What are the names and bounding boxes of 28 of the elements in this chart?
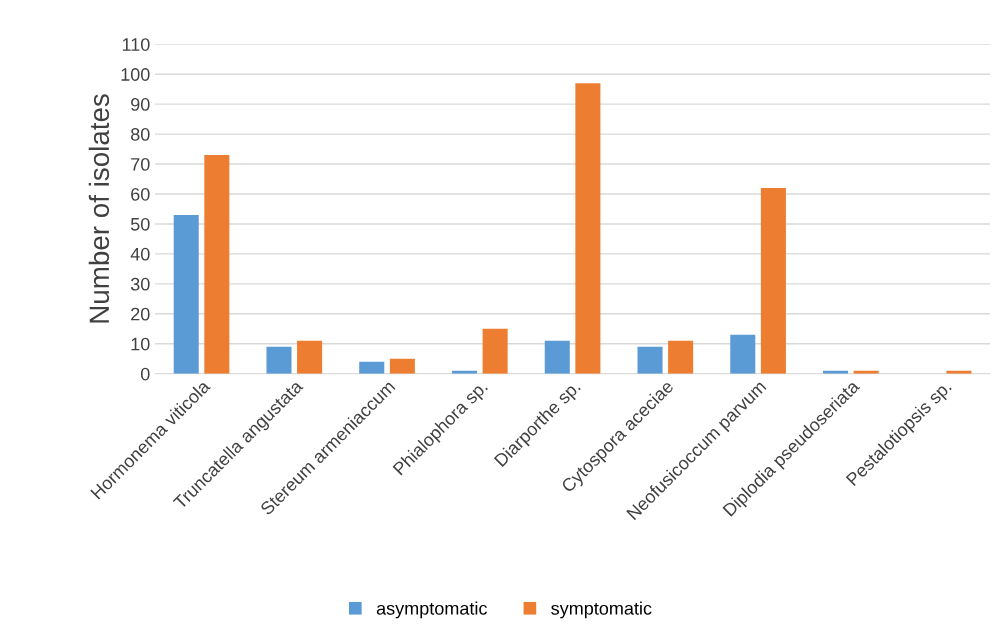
y-tick-label: 110: [122, 38, 150, 51]
bar: [173, 214, 199, 374]
bar: [637, 346, 663, 374]
y-tick-label: 100: [121, 68, 150, 81]
bar: [266, 346, 292, 374]
y-tick-label: 30: [130, 277, 150, 291]
y-tick-label: 90: [131, 98, 150, 111]
y-tick-label: 10: [131, 337, 150, 351]
bar: [204, 155, 230, 374]
y-tick-label: 80: [131, 128, 150, 141]
y-tick-label: 20: [131, 307, 150, 321]
bar: [359, 361, 385, 374]
bar: [668, 340, 694, 374]
bar: [575, 83, 601, 374]
y-tick-label: 60: [131, 187, 150, 201]
bar: [544, 340, 570, 374]
bar: [760, 188, 786, 374]
y-tick-label: 50: [130, 217, 150, 231]
legend-label: asymptomatic: [376, 601, 487, 619]
bar: [389, 358, 415, 374]
y-axis-title: Number of isolates: [88, 94, 110, 323]
y-tick-label: 70: [131, 157, 150, 171]
y-tick-label: 40: [130, 247, 150, 261]
bar: [297, 340, 323, 374]
legend-label: symptomatic: [551, 601, 652, 619]
bar: [482, 328, 508, 374]
y-tick-label: 0: [140, 367, 150, 381]
bar: [730, 334, 756, 374]
